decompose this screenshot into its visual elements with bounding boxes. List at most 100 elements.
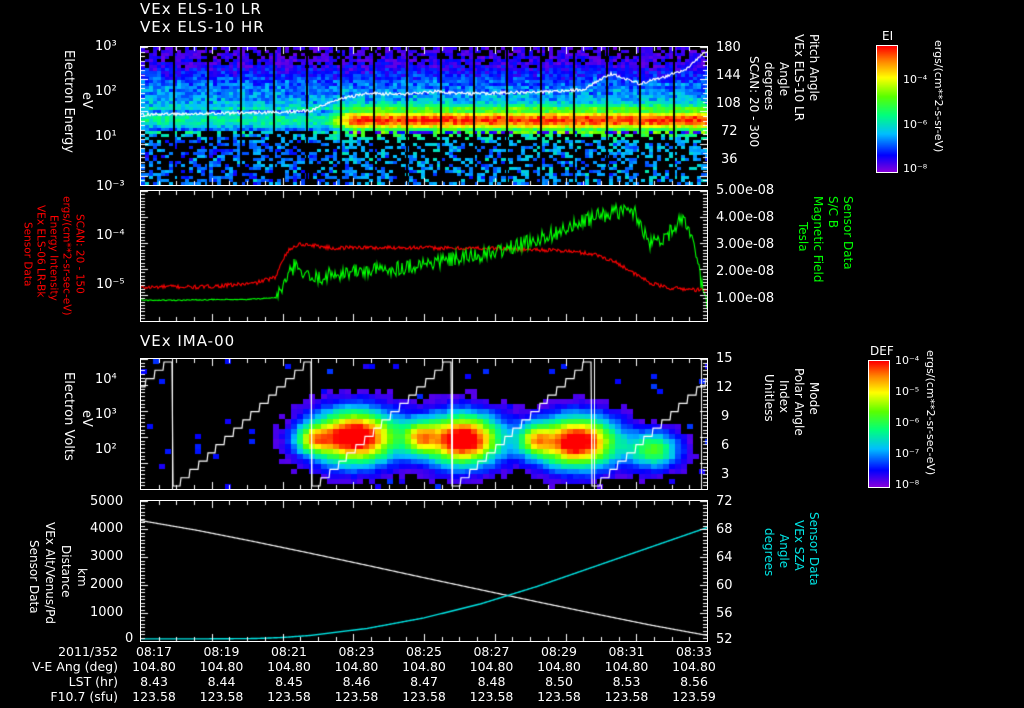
table-cell-time-8: 08:33 [675,644,713,659]
table-cell-lst-4: 8.47 [410,674,438,689]
table-cell-ve_ang-3: 104.80 [334,659,379,674]
table-cell-time-5: 08:27 [473,644,510,659]
panel4-ylabel-line2: VEx Alt/Venus/Pd [43,522,57,625]
panel4-y2tick-1: 68 [716,522,733,537]
table-cell-ve_ang-8: 104.80 [672,659,716,674]
panel3-ylabel-line1: Electron Volts [61,372,76,461]
panel4-y2tick-5: 52 [716,632,733,647]
colorbar2-name: DEF [870,344,894,358]
panel4-ylabel-line1: Sensor Data [27,540,41,614]
table-cell-ve_ang-7: 104.80 [604,659,649,674]
panel1-ytick-2: 10¹ [95,129,117,144]
table-row-label-2: LST (hr) [68,674,118,689]
panel4-ylabel-line4: km [75,568,89,587]
panel2-line-plot[interactable] [140,190,708,322]
table-cell-f107-3: 123.58 [334,689,379,704]
colorbar1 [876,45,898,173]
panel3-y2label-line1: Mode [807,382,821,415]
panel2-y2label-line4: Tesla [796,222,810,252]
colorbar1-name: EI [882,29,894,43]
panel4-ytick-0: 5000 [90,494,124,509]
table-cell-time-1: 08:19 [203,644,240,659]
panel3-ytick-1: 10³ [95,407,117,422]
panel3-y2label-line2: Polar Angle [792,368,806,436]
panel1-y2label-line2: VEx ELS-10 LR [792,34,806,122]
panel2-ytick-1: 10⁻⁴ [96,228,125,243]
panel2-y2label-line3: Magnetic Field [811,196,825,283]
panel3-ylabel-line2: eV [79,410,94,427]
panel1-y2label-line1: Pitch Angle [807,34,821,102]
panel1-y2label-line3: Angle [777,62,791,97]
colorbar2-tick-4: 10⁻⁸ [895,478,920,491]
table-cell-lst-6: 8.50 [545,674,573,689]
table-row-label-3: F10.7 (sfu) [50,689,118,704]
panel4-y2label-line4: degrees [762,528,776,577]
panel3-y2tick-2: 9 [721,409,730,424]
table-cell-lst-0: 8.43 [140,674,168,689]
panel2-y2label-line2: S/C B [826,196,840,229]
panel1-y2label-scan: SCAN: 20 - 300 [747,56,761,148]
panel1-title-lr: VEx ELS-10 LR [140,0,262,18]
panel1-ylabel-line2: eV [79,92,94,109]
panel4-line-plot[interactable] [140,500,708,642]
table-cell-lst-2: 8.45 [275,674,303,689]
table-cell-ve_ang-1: 104.80 [199,659,244,674]
panel1-spectrogram[interactable] [140,46,708,186]
panel4-y2label-line2: VEx SZA [792,520,806,571]
panel4-y2tick-2: 64 [716,550,733,565]
table-cell-time-4: 08:25 [405,644,443,659]
table-cell-ve_ang-2: 104.80 [267,659,311,674]
table-row-label-1: V-E Ang (deg) [32,659,118,674]
panel2-y2tick-2: 3.00e-08 [716,237,775,252]
panel4-ytick-5: 0 [125,631,134,646]
panel3-y2tick-0: 15 [716,351,733,366]
table-cell-ve_ang-4: 104.80 [402,659,446,674]
colorbar1-tick-2: 10⁻⁸ [903,162,928,175]
table-cell-f107-0: 123.58 [132,689,176,704]
panel4-y2tick-3: 60 [716,578,733,593]
panel1-ylabel-line1: Electron Energy [61,50,76,153]
table-cell-time-2: 08:21 [270,644,308,659]
table-cell-ve_ang-5: 104.80 [469,659,514,674]
panel3-y2tick-3: 6 [721,438,730,453]
panel1-ytick-1: 10² [95,84,117,99]
panel2-ytick-0: 10⁻³ [96,179,125,194]
panel4-y2tick-4: 56 [716,606,733,621]
table-row-label-0: 2011/352 [58,644,118,659]
panel3-spectrogram[interactable] [140,358,708,490]
panel4-ytick-4: 1000 [90,605,124,620]
panel3-y2label-line3: Index [777,380,791,414]
panel3-title: VEx IMA-00 [140,332,236,350]
panel2-y2tick-1: 4.00e-08 [716,210,775,225]
panel4-ytick-2: 3000 [90,549,124,564]
panel2-ylabel-line2: VEx ELS-06 LR-Bk [34,205,47,298]
panel4-ylabel-line3: Distance [59,545,73,598]
table-cell-f107-6: 123.58 [537,689,581,704]
panel1-y2label-line4: degrees [762,62,776,111]
colorbar2-tick-0: 10⁻⁴ [895,354,920,367]
table-cell-f107-2: 123.58 [267,689,311,704]
colorbar1-tick-1: 10⁻⁶ [903,118,928,131]
table-cell-f107-1: 123.58 [199,689,244,704]
panel3-ytick-2: 10² [95,442,117,457]
colorbar2-tick-3: 10⁻⁷ [895,447,920,460]
table-cell-lst-8: 8.56 [680,674,708,689]
panel4-y2label-line1: Sensor Data [807,512,821,586]
panel1-ytick-0: 10³ [95,39,117,54]
table-cell-f107-5: 123.58 [469,689,514,704]
panel1-y2tick-1: 144 [716,68,741,83]
panel1-title-hr: VEx ELS-10 HR [140,18,265,36]
table-cell-lst-1: 8.44 [207,674,236,689]
panel4-ytick-3: 2000 [90,577,124,592]
panel2-y2label-line1: Sensor Data [841,196,855,270]
panel1-y2tick-0: 180 [716,40,741,55]
table-cell-lst-3: 8.46 [342,674,371,689]
table-cell-time-0: 08:17 [135,644,173,659]
panel4-y2tick-0: 72 [716,494,733,509]
panel3-ytick-0: 10⁴ [95,372,117,387]
panel2-ytick-2: 10⁻⁵ [96,277,125,292]
colorbar2-tick-1: 10⁻⁵ [895,385,920,398]
panel3-y2tick-4: 3 [721,467,730,482]
panel3-y2label-line4: Unitless [762,374,776,422]
